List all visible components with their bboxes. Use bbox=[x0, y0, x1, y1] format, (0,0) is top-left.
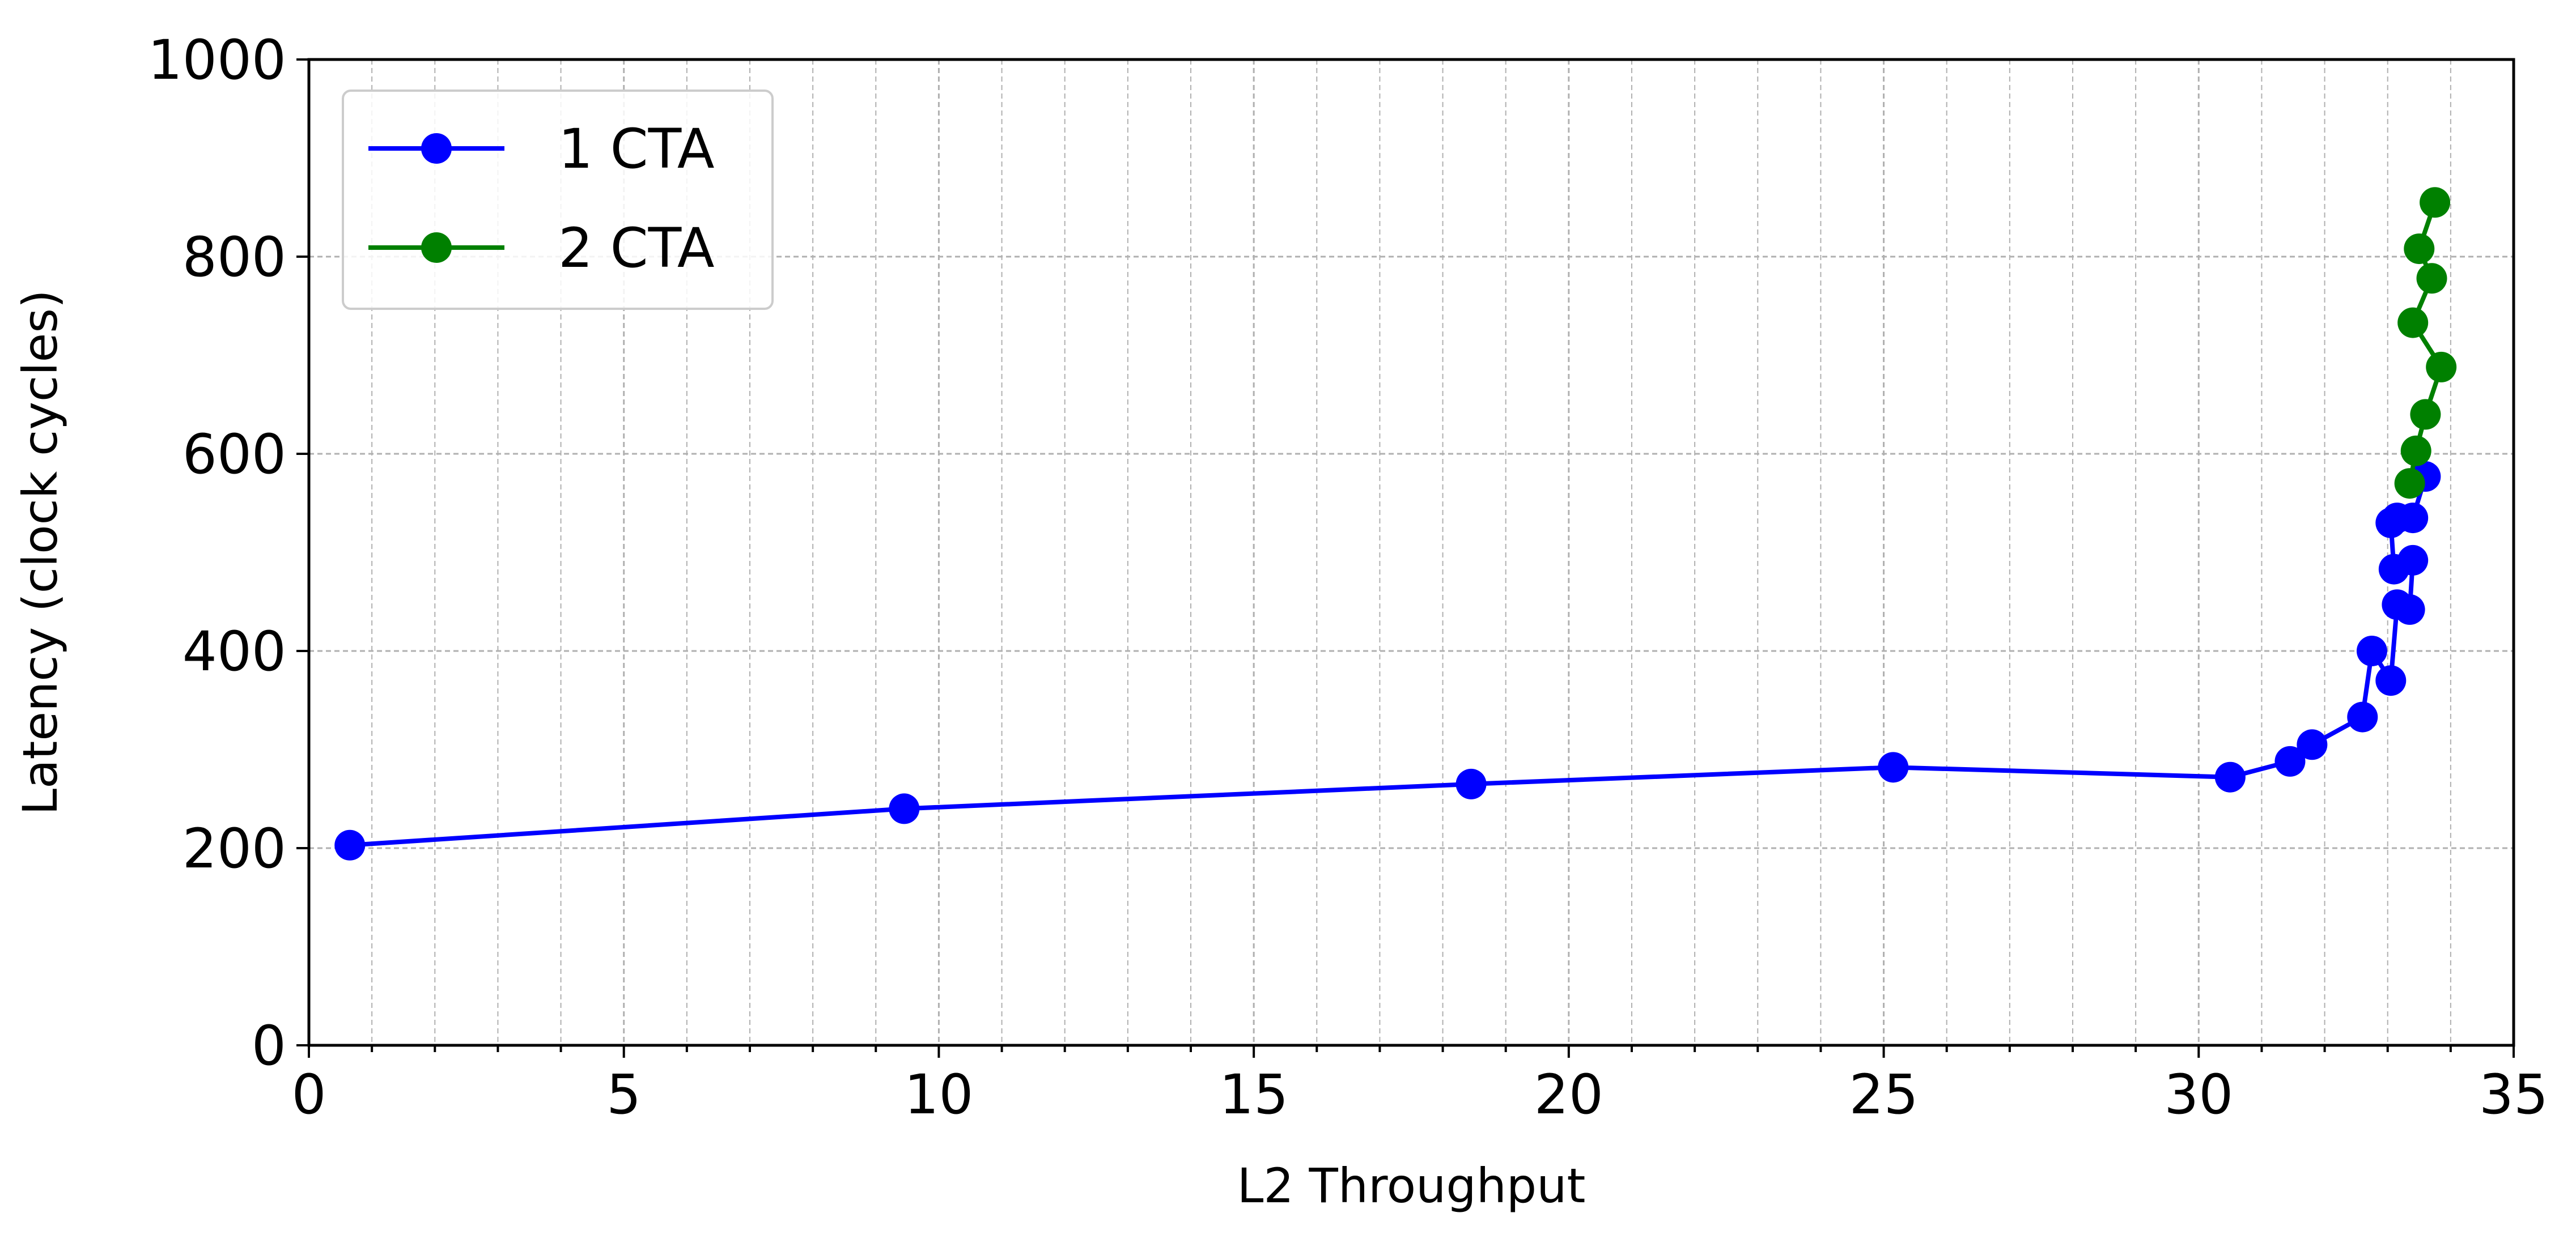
data-point bbox=[2426, 351, 2457, 382]
y-tick-label: 0 bbox=[252, 1014, 286, 1078]
x-tick-label: 20 bbox=[1534, 1063, 1603, 1126]
data-point bbox=[2416, 263, 2447, 294]
series-1 bbox=[334, 461, 2441, 861]
x-tick-label: 15 bbox=[1219, 1063, 1288, 1126]
legend-entry-label: 1 CTA bbox=[558, 117, 714, 181]
x-tick-label: 10 bbox=[904, 1063, 973, 1126]
data-point bbox=[2375, 665, 2407, 696]
plot-frame bbox=[307, 58, 2515, 1047]
data-point bbox=[889, 793, 920, 824]
data-point bbox=[2404, 233, 2435, 265]
y-tick-label: 1000 bbox=[148, 28, 286, 92]
data-point bbox=[1455, 768, 1487, 799]
axis-ticks: 0 5 10 15 20 25 30 35 0 200 400 600 800 1000 bbox=[148, 28, 2548, 1126]
x-tick-label: 35 bbox=[2479, 1063, 2548, 1126]
y-tick-label: 400 bbox=[183, 620, 286, 683]
data-point bbox=[334, 829, 366, 861]
legend: 1 CTA 2 CTA bbox=[342, 90, 774, 310]
data-point bbox=[2378, 554, 2409, 585]
data-point bbox=[2410, 399, 2441, 430]
y-tick-label: 800 bbox=[183, 225, 286, 289]
x-tick-label: 30 bbox=[2164, 1063, 2233, 1126]
x-tick-label: 0 bbox=[291, 1063, 326, 1126]
series-2 bbox=[2394, 187, 2457, 499]
y-tick-label: 200 bbox=[183, 817, 286, 880]
legend-entry-label: 2 CTA bbox=[558, 216, 714, 280]
data-point bbox=[2394, 594, 2425, 625]
x-tick-label: 5 bbox=[606, 1063, 641, 1126]
x-axis-label: L2 Throughput bbox=[1237, 1158, 1586, 1214]
y-axis-label: Latency (clock cycles) bbox=[12, 290, 68, 815]
data-point bbox=[2394, 468, 2425, 499]
x-tick-label: 25 bbox=[1849, 1063, 1918, 1126]
data-point bbox=[2400, 435, 2431, 466]
data-point bbox=[2420, 187, 2451, 218]
data-point bbox=[2214, 761, 2246, 793]
data-point bbox=[2297, 729, 2328, 760]
data-point bbox=[2397, 307, 2429, 338]
data-point bbox=[2356, 636, 2387, 666]
data-point bbox=[1878, 752, 1909, 783]
data-point bbox=[2274, 746, 2306, 777]
data-point bbox=[2397, 503, 2429, 534]
y-tick-label: 600 bbox=[183, 423, 286, 486]
legend-marker bbox=[421, 232, 452, 263]
series-layer bbox=[334, 187, 2457, 861]
data-point bbox=[2347, 701, 2378, 733]
legend-marker bbox=[421, 133, 452, 164]
